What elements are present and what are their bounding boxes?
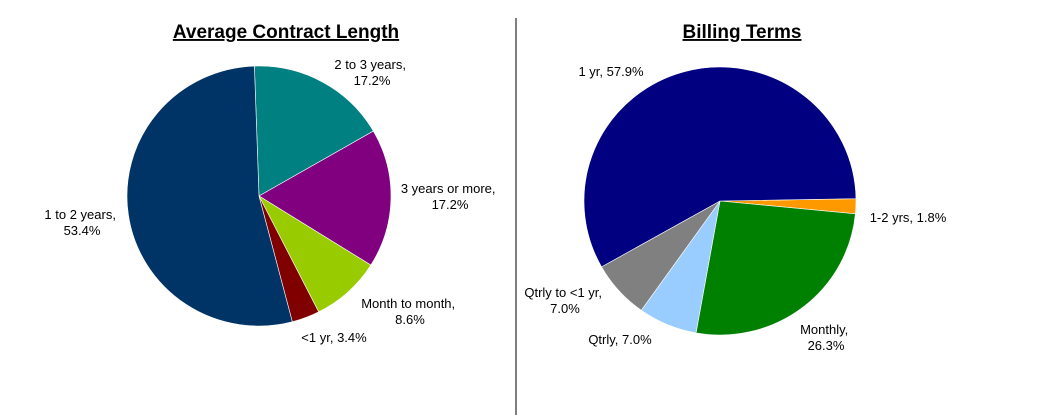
pie-slice-monthly	[695, 200, 856, 336]
pie-slice-3-years-or-more	[258, 130, 392, 266]
billing-terms-chart: Billing Terms 1-2 yrs, 1.8% Monthly, 26.…	[524, 22, 946, 353]
contract-length-chart: Average Contract Length 2 to 3 years, 17…	[44, 22, 499, 345]
slice-label-month-to-month: Month to month, 8.6%	[361, 296, 459, 327]
chart-title: Average Contract Length	[173, 22, 399, 43]
slice-label-1-2-yrs: 1-2 yrs, 1.8%	[870, 210, 947, 225]
pie-slices	[126, 65, 392, 327]
slice-label-qtrly-to-lt-1-yr: Qtrly to <1 yr, 7.0%	[524, 285, 605, 316]
slice-label-lt-1-yr: <1 yr, 3.4%	[301, 330, 367, 345]
slice-label-1-yr: 1 yr, 57.9%	[578, 64, 644, 79]
slice-label-1-to-2-years: 1 to 2 years, 53.4%	[44, 207, 119, 238]
pie-slices	[583, 66, 857, 336]
pie-slice-2-to-3-years	[254, 65, 374, 197]
slice-label-monthly: Monthly, 26.3%	[800, 322, 852, 353]
pie-slice-1-yr	[583, 66, 857, 268]
pie-slice-1-to-2-years	[126, 65, 293, 327]
chart-title: Billing Terms	[683, 22, 802, 43]
slice-label-2-to-3-years: 2 to 3 years, 17.2%	[334, 57, 409, 88]
slice-label-qtrly: Qtrly, 7.0%	[588, 332, 652, 347]
slice-label-3-years-or-more: 3 years or more, 17.2%	[401, 181, 499, 212]
